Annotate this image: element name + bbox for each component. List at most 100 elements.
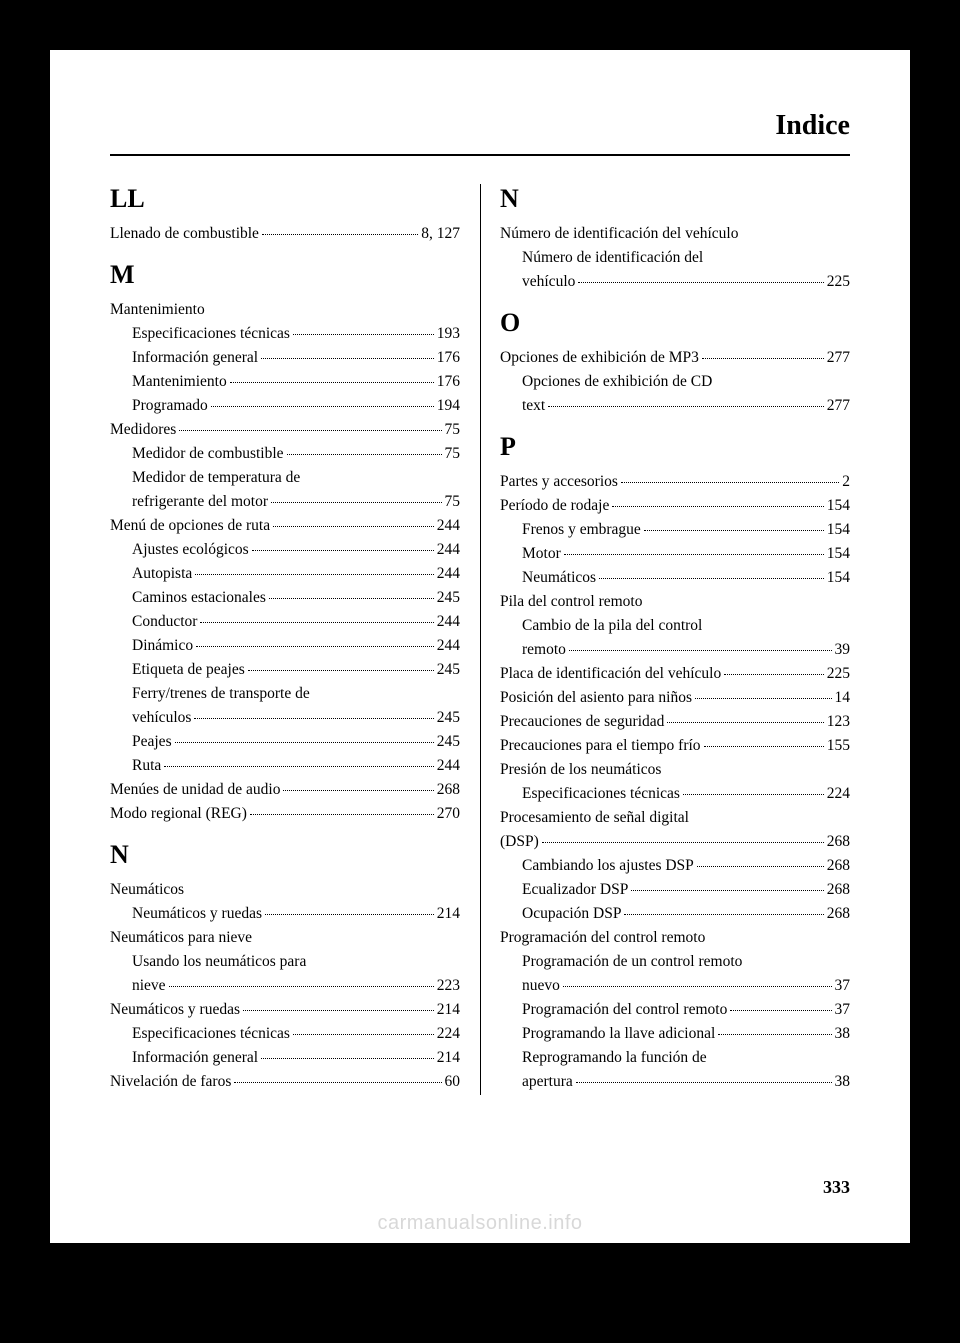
entry-page: 277 (827, 346, 850, 370)
entry-page: 245 (437, 730, 460, 754)
index-entry: Reprogramando la función de (500, 1046, 850, 1070)
entry-page: 224 (437, 1022, 460, 1046)
index-entry: Procesamiento de señal digital (500, 806, 850, 830)
entry-label: Especificaciones técnicas (522, 782, 680, 806)
leader-dots (599, 564, 824, 580)
entry-page: 154 (827, 542, 850, 566)
entry-page: 244 (437, 634, 460, 658)
entry-label: Información general (132, 1046, 258, 1070)
leader-dots (169, 972, 434, 988)
left-column: LLLlenado de combustible8, 127MMantenimi… (110, 184, 480, 1095)
entry-label: text (522, 394, 545, 418)
leader-dots (621, 468, 839, 484)
entry-label: Cambio de la pila del control (522, 614, 702, 638)
entry-page: 244 (437, 538, 460, 562)
entry-label: Neumáticos (110, 878, 184, 902)
entry-label: Usando los neumáticos para (132, 950, 306, 974)
entry-label: Placa de identificación del vehículo (500, 662, 721, 686)
entry-label: nieve (132, 974, 166, 998)
entry-label: Nivelación de faros (110, 1070, 231, 1094)
index-entry: Información general 176 (110, 346, 460, 370)
entry-page: 244 (437, 514, 460, 538)
entry-label: Medidor de combustible (132, 442, 284, 466)
index-entry: apertura38 (500, 1070, 850, 1094)
entry-label: Ecualizador DSP (522, 878, 628, 902)
entry-label: Medidor de temperatura de (132, 466, 300, 490)
entry-label: (DSP) (500, 830, 539, 854)
entry-page: 60 (445, 1070, 461, 1094)
index-entry: Dinámico 244 (110, 634, 460, 658)
index-entry: Neumáticos (110, 878, 460, 902)
entry-page: 193 (437, 322, 460, 346)
leader-dots (234, 1068, 441, 1084)
index-entry: Medidores75 (110, 418, 460, 442)
index-entry: vehículos245 (110, 706, 460, 730)
index-entry: Mantenimiento176 (110, 370, 460, 394)
leader-dots (702, 344, 824, 360)
entry-page: 38 (835, 1070, 851, 1094)
leader-dots (683, 780, 824, 796)
entry-page: 2 (842, 470, 850, 494)
entry-page: 245 (437, 658, 460, 682)
entry-page: 223 (437, 974, 460, 998)
index-entry: Partes y accesorios2 (500, 470, 850, 494)
leader-dots (697, 852, 824, 868)
entry-label: Programado (132, 394, 208, 418)
entry-label: Cambiando los ajustes DSP (522, 854, 694, 878)
leader-dots (265, 900, 434, 916)
index-entry: Conductor244 (110, 610, 460, 634)
entry-label: Dinámico (132, 634, 193, 658)
entry-label: Ajustes ecológicos (132, 538, 249, 562)
leader-dots (211, 392, 434, 408)
leader-dots (261, 1044, 434, 1060)
leader-dots (624, 900, 823, 916)
leader-dots (200, 608, 433, 624)
entry-label: Peajes (132, 730, 172, 754)
leader-dots (724, 660, 824, 676)
index-letter: N (500, 184, 850, 214)
leader-dots (195, 560, 433, 576)
leader-dots (667, 708, 823, 724)
index-entry: Placa de identificación del vehículo225 (500, 662, 850, 686)
entry-page: 194 (437, 394, 460, 418)
index-entry: refrigerante del motor75 (110, 490, 460, 514)
leader-dots (271, 488, 442, 504)
entry-page: 154 (827, 518, 850, 542)
index-entry: Pila del control remoto (500, 590, 850, 614)
index-entry: Programando la llave adicional38 (500, 1022, 850, 1046)
leader-dots (293, 1020, 434, 1036)
entry-label: Procesamiento de señal digital (500, 806, 689, 830)
entry-page: 268 (827, 830, 850, 854)
entry-label: Especificaciones técnicas (132, 322, 290, 346)
entry-page: 75 (445, 490, 461, 514)
index-entry: Motor154 (500, 542, 850, 566)
leader-dots (250, 800, 434, 816)
index-entry: text277 (500, 394, 850, 418)
index-entry: Opciones de exhibición de MP3277 (500, 346, 850, 370)
leader-dots (248, 656, 434, 672)
entry-page: 176 (437, 370, 460, 394)
leader-dots (563, 972, 832, 988)
index-entry: Peajes 245 (110, 730, 460, 754)
entry-label: nuevo (522, 974, 560, 998)
entry-label: Especificaciones técnicas (132, 1022, 290, 1046)
entry-label: Información general (132, 346, 258, 370)
index-entry: Posición del asiento para niños14 (500, 686, 850, 710)
entry-page: 268 (437, 778, 460, 802)
entry-label: Neumáticos para nieve (110, 926, 252, 950)
entry-label: Mantenimiento (110, 298, 205, 322)
leader-dots (262, 220, 418, 236)
entry-label: Frenos y embrague (522, 518, 641, 542)
entry-page: 39 (835, 638, 851, 662)
leader-dots (631, 876, 823, 892)
entry-label: remoto (522, 638, 566, 662)
entry-page: 176 (437, 346, 460, 370)
leader-dots (196, 632, 434, 648)
entry-label: vehículos (132, 706, 191, 730)
entry-label: Opciones de exhibición de CD (522, 370, 712, 394)
entry-label: Ocupación DSP (522, 902, 621, 926)
leader-dots (548, 392, 824, 408)
leader-dots (612, 492, 823, 508)
index-entry: Programación de un control remoto (500, 950, 850, 974)
entry-label: Precauciones de seguridad (500, 710, 664, 734)
